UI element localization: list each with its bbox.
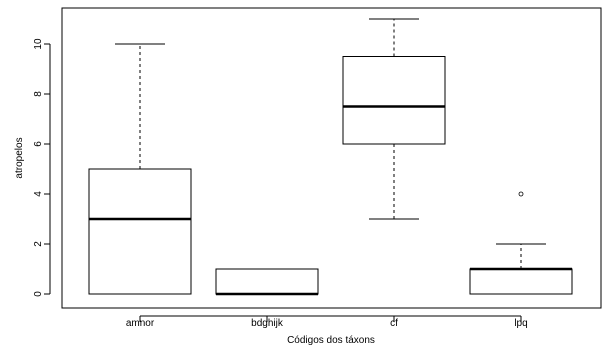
plot-frame: [61, 7, 602, 309]
y-axis: 0 2 4 6 8 10: [33, 38, 51, 297]
iqr-box-cf: [342, 56, 446, 145]
y-tick-label-8: 8: [33, 91, 44, 97]
x-tick-label-amnor: amnor: [126, 318, 155, 329]
x-tick-label-lpq: lpq: [514, 318, 527, 329]
iqr-box-amnor: [88, 168, 192, 295]
y-tick-label-0: 0: [33, 291, 44, 297]
y-tick-label-4: 4: [33, 191, 44, 197]
x-tick-label-bdghijk: bdghijk: [251, 318, 284, 329]
iqr-box-lpq: [469, 268, 573, 295]
y-axis-label: atropelos: [14, 137, 25, 178]
y-tick-label-2: 2: [33, 241, 44, 247]
y-tick-label-6: 6: [33, 141, 44, 147]
box-amnor: [88, 43, 192, 295]
x-axis-label: Códigos dos táxons: [287, 335, 375, 346]
x-tick-label-cf: cf: [390, 318, 398, 329]
y-tick-label-10: 10: [33, 38, 44, 50]
iqr-box-bdghijk: [215, 268, 319, 295]
box-cf: [342, 18, 446, 220]
outlier-lpq-0: [518, 191, 524, 197]
x-axis: amnor bdghijk cf lpq: [126, 315, 528, 329]
boxes: [88, 18, 573, 296]
box-bdghijk: [215, 268, 319, 296]
box-lpq: [469, 191, 573, 295]
